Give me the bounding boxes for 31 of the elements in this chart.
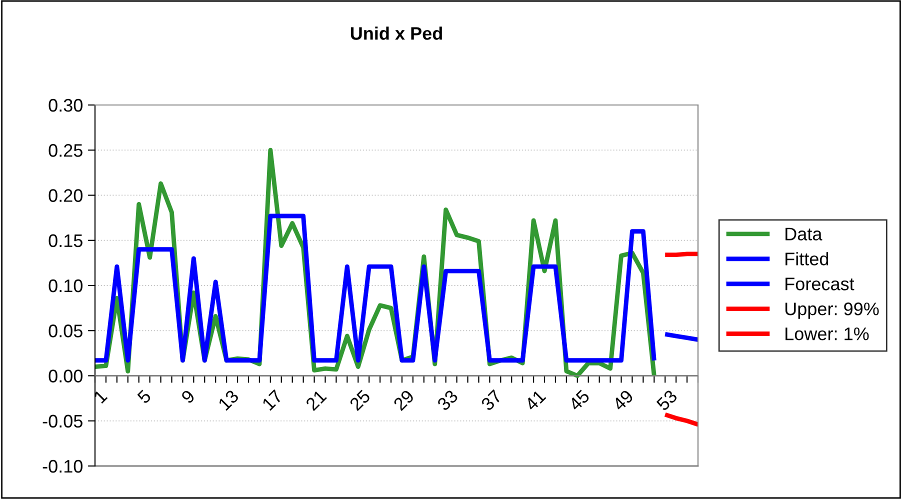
x-tick-label: 49 <box>612 389 634 412</box>
x-tick-label: 45 <box>568 389 590 412</box>
y-tick-label: 0.00 <box>48 370 82 382</box>
legend-label: Fitted <box>786 252 828 266</box>
x-tick-label: 33 <box>436 389 459 412</box>
x-tick-label: 41 <box>524 389 546 412</box>
y-tick-label: 0.15 <box>48 234 82 248</box>
chart-title: Unid x Ped <box>350 26 442 40</box>
y-tick-label: 0.25 <box>48 144 82 157</box>
x-tick-label: 17 <box>262 389 284 411</box>
legend-label: Forecast <box>786 278 854 290</box>
y-tick-label: 0.30 <box>48 98 82 112</box>
x-tick-label: 37 <box>480 389 502 412</box>
legend-label: Upper: 99% <box>785 302 879 319</box>
x-tick-label: 21 <box>305 389 327 412</box>
x-tick-label: 5 <box>136 389 152 404</box>
y-tick-label: 0.10 <box>48 279 82 292</box>
legend-label: Lower: 1% <box>786 328 869 340</box>
x-tick-label: 13 <box>218 389 240 411</box>
line-series <box>95 214 656 363</box>
legend-label: Data <box>786 228 822 240</box>
x-tick-label: 53 <box>656 389 678 412</box>
y-tick-label: -0.10 <box>42 460 82 473</box>
line-series <box>662 412 698 427</box>
x-tick-label: 29 <box>392 389 415 412</box>
y-tick-label: 0.20 <box>48 189 82 202</box>
x-tick-label: 25 <box>348 389 371 412</box>
x-tick-label: 9 <box>180 389 196 404</box>
y-tick-label: 0.05 <box>48 324 82 338</box>
y-tick-label: -0.05 <box>42 414 82 428</box>
x-tick-label: 1 <box>93 389 108 404</box>
